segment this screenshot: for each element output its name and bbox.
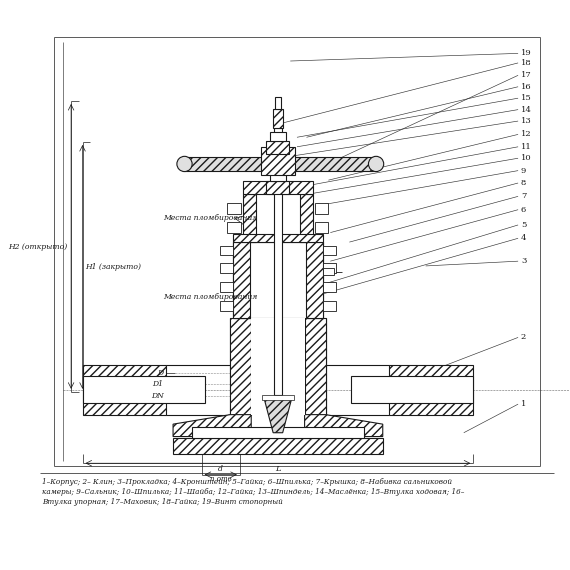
Text: DN: DN (151, 392, 164, 400)
Text: 9: 9 (521, 166, 526, 174)
Bar (273, 109, 283, 128)
Text: 7: 7 (521, 192, 526, 201)
Bar (233, 242, 323, 319)
Bar (243, 194, 256, 242)
Text: d: d (218, 465, 223, 473)
Bar (389, 365, 473, 414)
Bar (260, 147, 295, 176)
Text: 5: 5 (521, 221, 526, 229)
Text: H2 (открыто): H2 (открыто) (8, 243, 67, 251)
Text: 14: 14 (521, 105, 532, 113)
Polygon shape (304, 319, 325, 414)
Text: 10: 10 (521, 154, 532, 162)
Bar (243, 181, 313, 194)
Bar (275, 97, 281, 109)
Text: L: L (275, 465, 280, 473)
Bar (270, 173, 286, 181)
Polygon shape (173, 414, 251, 437)
Bar (323, 246, 336, 255)
Bar (220, 246, 233, 255)
Polygon shape (292, 157, 376, 170)
Bar (262, 394, 294, 400)
Bar (351, 377, 473, 403)
Text: 2: 2 (521, 333, 526, 341)
Bar (315, 222, 328, 233)
Text: D1: D1 (153, 380, 164, 388)
Text: 19: 19 (521, 50, 532, 58)
Bar (323, 301, 336, 311)
Text: 15: 15 (521, 94, 532, 102)
Bar (270, 132, 286, 141)
Circle shape (368, 156, 384, 172)
Bar (300, 194, 313, 242)
Bar (220, 263, 233, 272)
Text: камеры; 9–Сальник; 10–Шпилька; 11–Шайба; 12–Гайка; 13–Шпиндель; 14–Маслёнка; 15–: камеры; 9–Сальник; 10–Шпилька; 11–Шайба;… (43, 488, 465, 496)
Text: 3: 3 (521, 257, 526, 265)
Text: 18: 18 (521, 59, 532, 67)
Bar (233, 234, 323, 242)
Bar (274, 128, 282, 394)
Text: 1: 1 (521, 400, 526, 408)
Bar (323, 268, 334, 275)
Bar (83, 365, 166, 414)
Text: 4: 4 (521, 234, 527, 242)
Text: D: D (157, 369, 164, 377)
Circle shape (177, 156, 192, 172)
Bar (220, 282, 233, 292)
Bar (323, 263, 336, 272)
Bar (220, 301, 233, 311)
Polygon shape (185, 157, 263, 170)
Bar (266, 141, 290, 154)
Polygon shape (304, 414, 382, 437)
Text: 16: 16 (521, 83, 532, 91)
Text: Места пломбирования: Места пломбирования (164, 214, 258, 222)
Bar (173, 438, 382, 454)
Polygon shape (263, 397, 292, 433)
Text: Втулка упорная; 17–Маховик; 18–Гайка; 19–Винт стопорный: Втулка упорная; 17–Маховик; 18–Гайка; 19… (43, 498, 283, 506)
Bar (227, 222, 241, 233)
Bar (192, 427, 364, 438)
Bar (315, 203, 328, 214)
Text: Места пломбирования: Места пломбирования (164, 294, 258, 302)
Text: n отв: n отв (210, 475, 231, 483)
Text: 11: 11 (521, 143, 532, 151)
Bar (251, 319, 304, 414)
Bar (323, 282, 336, 292)
Bar (227, 203, 241, 214)
Text: 6: 6 (521, 206, 526, 214)
Bar (266, 181, 290, 194)
Bar (306, 242, 323, 319)
Text: 13: 13 (521, 117, 532, 125)
Bar (83, 377, 205, 403)
Text: H1 (закрыто): H1 (закрыто) (86, 263, 141, 271)
Bar (233, 242, 250, 319)
Text: 1–Корпус; 2– Клин; 3–Прокладка; 4–Кронштейн; 5–Гайка; 6–Шпилька; 7–Крышка; 8–Наб: 1–Корпус; 2– Клин; 3–Прокладка; 4–Кроншт… (43, 478, 453, 486)
Text: 17: 17 (521, 71, 532, 79)
Polygon shape (230, 319, 251, 414)
Text: 12: 12 (521, 131, 532, 139)
Text: 8: 8 (521, 179, 526, 187)
